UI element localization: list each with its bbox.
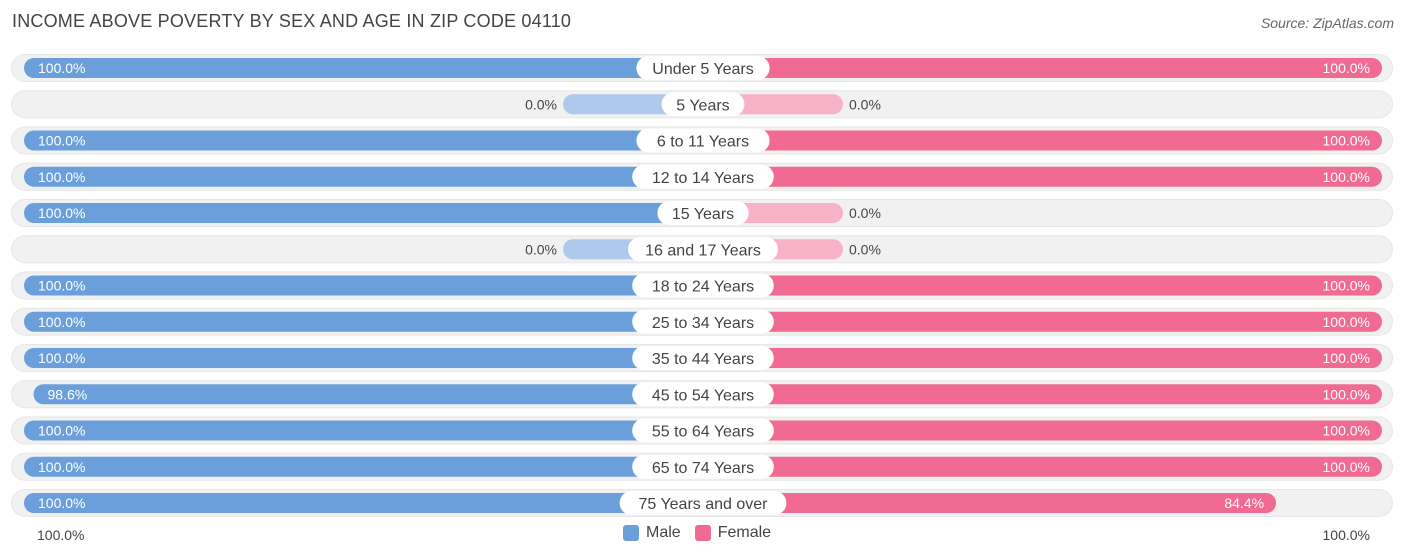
bar-male [24, 58, 703, 78]
bar-female [703, 348, 1382, 368]
bar-female [703, 384, 1382, 405]
value-label-female: 100.0% [1323, 459, 1370, 475]
category-pill [636, 128, 770, 153]
category-pill [632, 273, 774, 298]
category-label: 6 to 11 Years [657, 134, 749, 151]
bar-male [24, 348, 703, 368]
category-label: 75 Years and over [639, 496, 769, 513]
value-label-female: 0.0% [849, 205, 881, 221]
value-label-male: 0.0% [525, 96, 557, 112]
axis-label-left: 100.0% [37, 527, 85, 543]
value-label-male: 100.0% [38, 314, 85, 330]
category-label: 65 to 74 Years [652, 460, 754, 477]
value-label-male: 100.0% [38, 459, 85, 475]
value-label-female: 100.0% [1323, 314, 1370, 330]
legend-item-female: Female [694, 524, 772, 542]
source-label: Source: ZipAtlas.com [1260, 15, 1394, 31]
legend-swatch-female [694, 525, 711, 541]
bar-male [24, 275, 703, 296]
category-pill [619, 491, 787, 515]
bar-male [24, 493, 703, 513]
category-label: 35 to 44 Years [652, 351, 754, 368]
bar-female [703, 311, 1382, 332]
value-label-male: 100.0% [38, 60, 85, 76]
bar-male [24, 311, 703, 332]
category-pill [636, 56, 770, 80]
legend-label-female: Female [717, 524, 772, 541]
category-pill [632, 418, 774, 443]
category-label: 12 to 14 Years [652, 170, 754, 187]
value-label-male: 100.0% [38, 423, 85, 439]
value-label-female: 0.0% [849, 241, 881, 257]
category-pill [632, 309, 774, 334]
legend-swatch-male [623, 525, 639, 541]
category-label: 16 and 17 Years [645, 242, 761, 259]
bar-male [24, 203, 703, 223]
chart-title: INCOME ABOVE POVERTY BY SEX AND AGE IN Z… [12, 11, 572, 31]
legend-label-male: Male [646, 524, 681, 541]
bar-male [24, 166, 703, 187]
bar-female [703, 58, 1382, 78]
value-label-female: 100.0% [1323, 60, 1370, 76]
value-label-male: 98.6% [48, 386, 88, 402]
axis-label-right: 100.0% [1322, 527, 1370, 543]
legend: Male Female [623, 524, 785, 542]
category-label: 18 to 24 Years [652, 279, 754, 296]
category-label: Under 5 Years [652, 61, 753, 78]
bar-male [24, 420, 703, 441]
category-pill [632, 454, 774, 479]
value-label-female: 100.0% [1323, 133, 1370, 149]
bar-male [33, 384, 704, 405]
value-label-male: 0.0% [525, 241, 557, 257]
bar-female [703, 420, 1382, 441]
value-label-male: 100.0% [38, 495, 85, 511]
bar-male [24, 456, 703, 477]
category-label: 45 to 54 Years [652, 387, 754, 404]
category-label: 5 Years [676, 97, 729, 114]
category-label: 25 to 34 Years [652, 315, 754, 332]
legend-item-male: Male [623, 524, 681, 542]
bar-female [703, 493, 1277, 513]
value-label-male: 100.0% [38, 205, 85, 221]
category-pill [661, 92, 745, 117]
category-pill [628, 237, 778, 262]
bar-female [703, 130, 1382, 151]
category-pill [632, 164, 774, 189]
category-pill [632, 382, 774, 407]
category-pill [657, 201, 749, 225]
category-pill [632, 346, 774, 370]
bar-male [24, 130, 703, 151]
value-label-female: 100.0% [1323, 350, 1370, 366]
value-label-female: 100.0% [1323, 169, 1370, 185]
value-label-female: 100.0% [1323, 278, 1370, 294]
bar-female [703, 456, 1382, 477]
value-label-male: 100.0% [38, 278, 85, 294]
value-label-female: 84.4% [1224, 495, 1264, 511]
value-label-male: 100.0% [38, 133, 85, 149]
bar-female [703, 166, 1382, 187]
bar-female [703, 275, 1382, 296]
value-label-male: 100.0% [38, 169, 85, 185]
category-label: 55 to 64 Years [652, 424, 754, 441]
value-label-female: 0.0% [849, 96, 881, 112]
value-label-male: 100.0% [38, 350, 85, 366]
category-label: 15 Years [672, 206, 734, 223]
value-label-female: 100.0% [1323, 386, 1370, 402]
value-label-female: 100.0% [1323, 423, 1370, 439]
